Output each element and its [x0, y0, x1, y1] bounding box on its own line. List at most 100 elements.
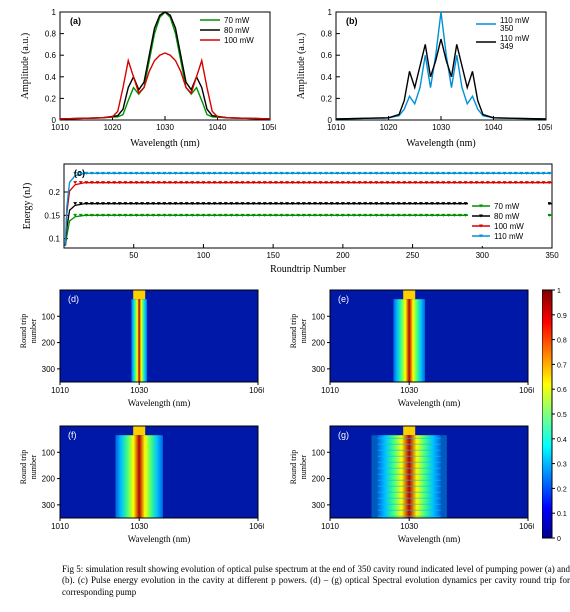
svg-text:0.3: 0.3 [557, 462, 567, 469]
svg-text:100: 100 [312, 312, 326, 321]
svg-text:1010: 1010 [321, 522, 339, 531]
svg-text:0.8: 0.8 [557, 338, 567, 345]
svg-text:number: number [299, 318, 308, 343]
svg-text:1050: 1050 [537, 123, 552, 132]
svg-text:(d): (d) [68, 294, 79, 304]
svg-text:100: 100 [197, 251, 211, 260]
svg-text:300: 300 [42, 501, 56, 510]
svg-text:(e): (e) [338, 294, 349, 304]
svg-text:1030: 1030 [432, 123, 450, 132]
svg-text:250: 250 [406, 251, 420, 260]
svg-text:1030: 1030 [400, 386, 418, 395]
svg-text:Round trip: Round trip [289, 450, 298, 484]
svg-text:Roundtrip Number: Roundtrip Number [270, 264, 346, 274]
panel-g: 101010301060100200300Wavelength (nm)Roun… [286, 420, 534, 544]
svg-text:Energy (nJ): Energy (nJ) [22, 183, 33, 230]
svg-text:50: 50 [129, 251, 138, 260]
panel-b: 1010102010301040105000.20.40.60.81Wavele… [292, 6, 552, 150]
svg-text:Amplitude (a.u.): Amplitude (a.u.) [20, 33, 31, 99]
svg-text:1040: 1040 [209, 123, 227, 132]
figure-caption: Fig 5: simulation result showing evoluti… [62, 564, 570, 598]
svg-text:200: 200 [312, 339, 326, 348]
svg-text:1: 1 [557, 288, 561, 295]
svg-text:Wavelength (nm): Wavelength (nm) [406, 138, 475, 149]
panel-c: 501001502002503003500.10.150.2Roundtrip … [16, 158, 560, 274]
svg-text:Round trip: Round trip [19, 314, 28, 348]
svg-text:1030: 1030 [130, 386, 148, 395]
panel-d: 1010 1030 1060 100 200 300 Wavelength (nm) Roun… [16, 284, 264, 408]
svg-text:1060: 1060 [249, 522, 264, 531]
svg-text:1010: 1010 [321, 386, 339, 395]
svg-text:70 mW: 70 mW [494, 202, 520, 211]
svg-text:(g): (g) [338, 430, 349, 440]
svg-text:1: 1 [52, 8, 57, 17]
svg-text:0.9: 0.9 [557, 313, 567, 320]
svg-text:1060: 1060 [249, 386, 264, 395]
svg-text:200: 200 [42, 475, 56, 484]
svg-text:0.2: 0.2 [321, 94, 333, 103]
svg-text:100 mW: 100 mW [494, 222, 524, 231]
svg-text:Wavelength (nm): Wavelength (nm) [128, 534, 191, 544]
svg-text:0.4: 0.4 [557, 437, 567, 444]
svg-text:100: 100 [42, 312, 56, 321]
svg-text:200: 200 [312, 475, 326, 484]
svg-text:0.2: 0.2 [45, 94, 57, 103]
svg-text:0.4: 0.4 [321, 73, 333, 82]
svg-text:Round trip: Round trip [19, 450, 28, 484]
svg-text:100 mW: 100 mW [224, 36, 254, 45]
svg-text:0.7: 0.7 [557, 362, 567, 369]
svg-text:1060: 1060 [519, 522, 534, 531]
svg-text:80 mW: 80 mW [494, 212, 520, 221]
svg-text:80 mW: 80 mW [224, 26, 250, 35]
svg-text:349: 349 [500, 42, 514, 51]
svg-text:Amplitude (a.u.): Amplitude (a.u.) [296, 33, 307, 99]
panel-e: 101010301060100200300Wavelength (nm)Roun… [286, 284, 534, 408]
svg-text:number: number [299, 454, 308, 479]
svg-text:110 mW: 110 mW [494, 232, 524, 241]
svg-text:1040: 1040 [485, 123, 503, 132]
panel-c-svg: 501001502002503003500.10.150.2Roundtrip … [16, 158, 560, 274]
svg-text:number: number [29, 318, 38, 343]
svg-text:1010: 1010 [51, 522, 69, 531]
svg-text:0.4: 0.4 [45, 73, 57, 82]
svg-text:200: 200 [42, 339, 56, 348]
svg-text:(a): (a) [70, 16, 81, 26]
panel-a-svg: 1010102010301040105000.20.40.60.81Wavele… [16, 6, 276, 150]
svg-text:0.6: 0.6 [321, 51, 333, 60]
svg-text:200: 200 [336, 251, 350, 260]
svg-text:number: number [29, 454, 38, 479]
colorbar: 0 0.1 0.2 0.3 0.4 0.5 0.6 0.7 0.8 0.9 1 [542, 284, 570, 544]
svg-text:0.8: 0.8 [321, 30, 333, 39]
panel-a: 1010102010301040105000.20.40.60.81Wavele… [16, 6, 276, 150]
panel-b-svg: 1010102010301040105000.20.40.60.81Wavele… [292, 6, 552, 150]
svg-text:Wavelength (nm): Wavelength (nm) [128, 398, 191, 408]
svg-text:0.8: 0.8 [45, 30, 57, 39]
panel-f: 101010301060100200300Wavelength (nm)Roun… [16, 420, 264, 544]
svg-text:1030: 1030 [130, 522, 148, 531]
svg-text:100: 100 [312, 448, 326, 457]
svg-text:0.6: 0.6 [45, 51, 57, 60]
svg-text:0: 0 [52, 116, 57, 125]
svg-text:1: 1 [328, 8, 333, 17]
svg-text:300: 300 [312, 365, 326, 374]
svg-text:0.15: 0.15 [44, 211, 60, 220]
svg-text:1020: 1020 [104, 123, 122, 132]
svg-text:350: 350 [500, 24, 514, 33]
svg-text:1020: 1020 [380, 123, 398, 132]
svg-text:300: 300 [476, 251, 490, 260]
svg-text:(c): (c) [74, 168, 85, 178]
svg-text:(b): (b) [346, 16, 358, 26]
svg-text:0: 0 [557, 536, 561, 543]
svg-text:0.6: 0.6 [557, 387, 567, 394]
svg-text:0.1: 0.1 [557, 511, 567, 518]
svg-text:300: 300 [42, 365, 56, 374]
svg-text:300: 300 [312, 501, 326, 510]
svg-text:1030: 1030 [156, 123, 174, 132]
svg-text:1010: 1010 [51, 386, 69, 395]
svg-text:0.5: 0.5 [557, 412, 567, 419]
svg-text:1060: 1060 [519, 386, 534, 395]
svg-text:1050: 1050 [261, 123, 276, 132]
svg-text:Wavelength (nm): Wavelength (nm) [130, 138, 199, 149]
svg-text:Wavelength (nm): Wavelength (nm) [398, 398, 461, 408]
svg-text:0.2: 0.2 [557, 486, 567, 493]
